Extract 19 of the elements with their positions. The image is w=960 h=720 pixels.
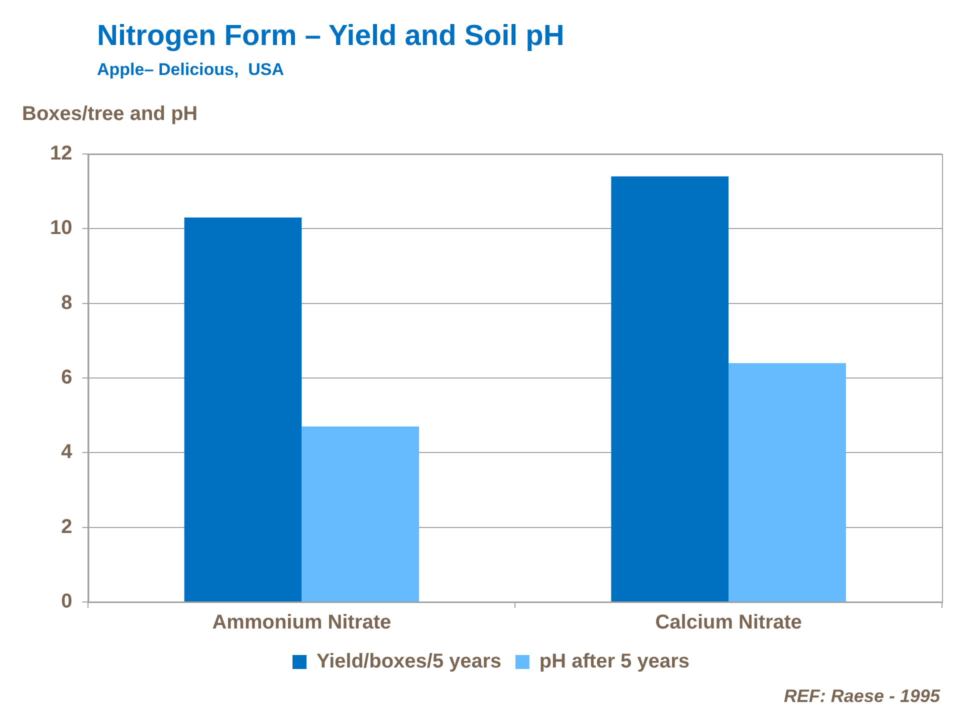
legend-label: Yield/boxes/5 years: [316, 650, 502, 673]
bar: [184, 217, 302, 602]
y-tick-label: 10: [50, 217, 72, 240]
y-tick-label: 8: [61, 292, 72, 314]
bar: [728, 363, 846, 602]
x-tick-label: Calcium Nitrate: [655, 612, 802, 634]
text: REF: Raese - 1995: [784, 686, 940, 707]
chart-title: Nitrogen Form – Yield and Soil pH: [97, 20, 564, 53]
x-tick-label: Ammonium Nitrate: [212, 612, 392, 634]
y-axis-title: Boxes/tree and pH: [22, 103, 198, 126]
bar: [611, 176, 729, 602]
y-tick-label: 4: [61, 441, 74, 464]
y-tick-label: 0: [61, 590, 72, 613]
y-tick-label: 12: [50, 142, 72, 165]
y-tick-label: 2: [61, 516, 72, 538]
y-tick-label: 6: [61, 366, 72, 389]
bar: [302, 426, 420, 602]
chart-subtitle: Apple– Delicious, USA: [97, 60, 284, 80]
legend-label: pH after 5 years: [539, 650, 690, 673]
